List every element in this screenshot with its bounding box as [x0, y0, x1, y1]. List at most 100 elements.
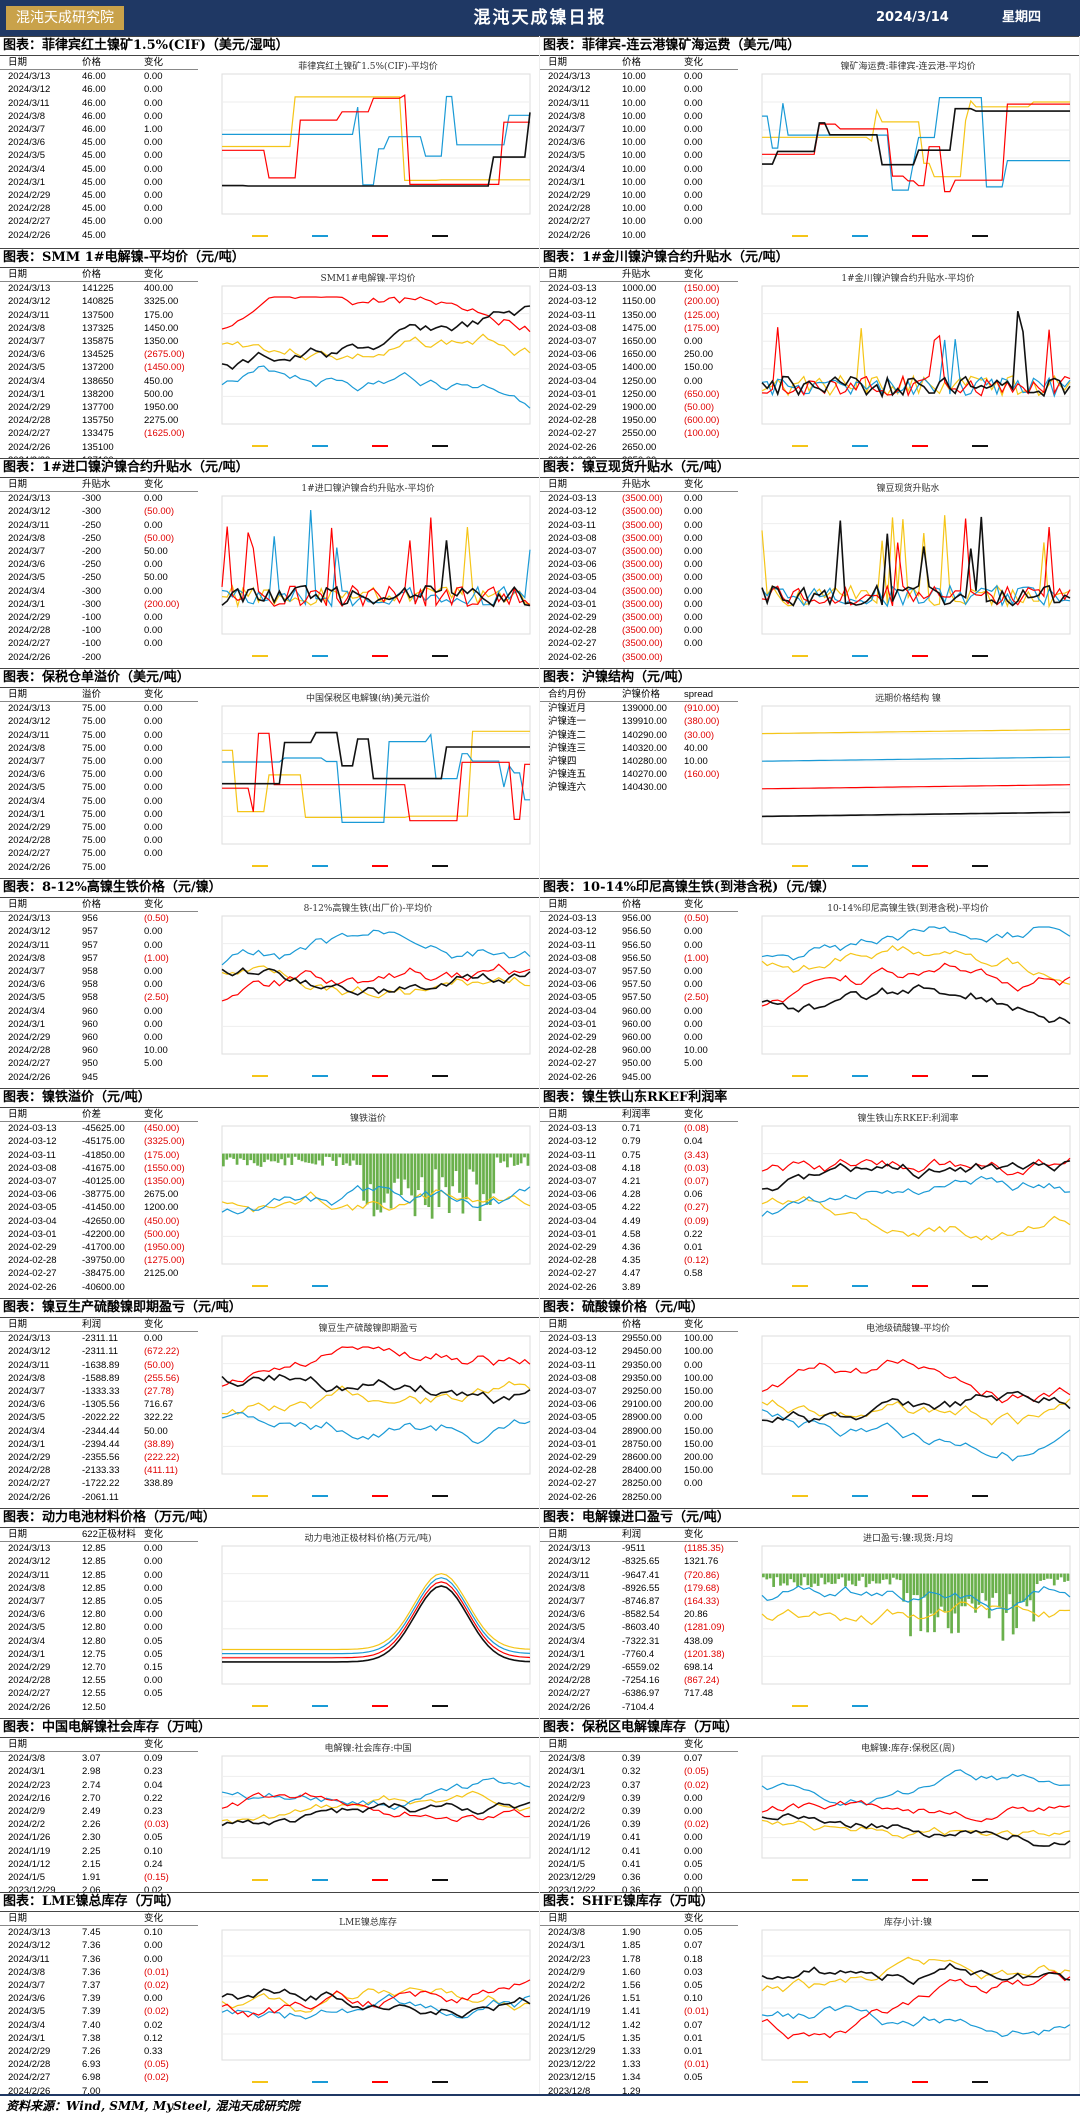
chart-bar	[857, 1573, 861, 1581]
table-cell: 2675.00	[144, 1189, 179, 1201]
table-cell: 2024/3/12	[8, 84, 51, 96]
table-row: 2024/3/13 7.45 0.10	[0, 1926, 198, 1940]
table-cell: 10.00	[622, 110, 646, 122]
chart-bar	[488, 1153, 492, 1206]
table-row: 2024-03-07 957.50 0.00	[540, 965, 738, 978]
table-cell: 2024/2/27	[8, 216, 51, 228]
section-panel: 图表：LME镍总库存（万吨） 日期 变化 2024/3/13 7.45 0.10 2024/…	[0, 1892, 540, 2094]
chart-series-line	[221, 1790, 531, 1824]
table-cell: 2024/2/27	[8, 428, 51, 440]
table-cell: 2024/2/28	[8, 1675, 51, 1687]
table-cell: 338.89	[144, 1478, 174, 1490]
table-cell: 12.55	[82, 1688, 106, 1700]
table-row: 2024/2/28 75.00 0.00	[0, 834, 198, 847]
table-row: 2024/2/28 10.00 0.00	[540, 202, 738, 215]
table-cell: 2024-03-13	[8, 1123, 57, 1135]
table-cell: 2024/3/4	[8, 1005, 45, 1017]
table-cell: 0.00	[144, 1556, 163, 1568]
table-cell: 0.22	[684, 1228, 703, 1240]
chart-bar	[981, 1573, 984, 1594]
table-cell: 150.00	[684, 1465, 714, 1477]
table-cell: 1250.00	[622, 375, 657, 387]
table-cell: 2024/3/11	[8, 519, 50, 531]
chart-title: 远期价格结构 镍	[875, 692, 941, 704]
table-cell: (1281.09)	[684, 1622, 725, 1634]
chart: 菲律宾红土镍矿1.5%(CIF)-平均价	[200, 58, 536, 244]
table-cell: 2024-03-07	[548, 336, 597, 348]
table-cell: 2024/3/4	[8, 795, 45, 807]
table-row: 2024/3/12 140825 3325.00	[0, 295, 198, 308]
table-cell: 2024/3/5	[548, 1622, 585, 1634]
chart-bar	[444, 1153, 448, 1188]
table-cell: 2024/2/26	[8, 441, 51, 453]
chart-bar	[1042, 1573, 1046, 1581]
table-row: 2024-03-11 956.50 0.00	[540, 939, 738, 952]
table-header: 价格	[80, 898, 142, 913]
section-title: 图表：动力电池材料价格（万元/吨）	[0, 1508, 539, 1528]
table-row: 2024/3/11 957 0.00	[0, 939, 198, 952]
chart-series-line	[221, 305, 531, 370]
table-cell: 1.90	[622, 1927, 641, 1939]
table-cell: 2024/3/4	[548, 163, 585, 175]
table-row: 2024-02-29 4.36 0.01	[540, 1241, 738, 1254]
table-row: 2024-03-12 0.79 0.04	[540, 1135, 738, 1148]
table-cell: 3.07	[82, 1753, 101, 1765]
table-cell: 2024/2/16	[8, 1792, 51, 1804]
chart-bar	[1004, 1573, 1008, 1613]
table-cell: 2024-03-01	[548, 388, 597, 400]
table-row: 2024-03-04 960.00 0.00	[540, 1005, 738, 1018]
table-cell: 150.00	[684, 1438, 714, 1450]
table-row: 2024-02-28 (3500.00) 0.00	[540, 624, 738, 637]
table-header: 价格	[620, 1318, 682, 1333]
table-cell: 960	[82, 1018, 98, 1030]
table-cell: 2024-03-01	[548, 1228, 597, 1240]
chart-bar	[905, 1573, 909, 1594]
table-cell: (3325.00)	[144, 1136, 185, 1148]
chart-bar	[844, 1573, 847, 1587]
chart-bar	[820, 1573, 823, 1578]
table-cell: 2024/3/1	[8, 1438, 45, 1450]
table-cell: (200.00)	[684, 296, 720, 308]
table-cell: -41700.00	[82, 1241, 125, 1253]
table-cell: 1000.00	[622, 283, 657, 295]
table-cell: 20.86	[684, 1609, 708, 1621]
table-row: 2024/3/6 958 0.00	[0, 978, 198, 991]
chart-title: 进口盈亏:镍:现货:月均	[863, 1532, 953, 1544]
table-cell: (0.03)	[684, 1162, 709, 1174]
chart-series-line	[762, 99, 1070, 178]
table-cell: 2024/3/13	[8, 71, 51, 83]
chart-bar	[803, 1573, 806, 1578]
table-row: 2024/3/8 3.07 0.09	[0, 1752, 198, 1766]
chart-bar	[242, 1153, 246, 1160]
table-cell: (0.01)	[684, 2006, 709, 2018]
table-cell: 2024/3/7	[8, 756, 45, 768]
table-row: 2024/2/27 133475 (1625.00)	[0, 427, 198, 440]
table-cell: (3500.00)	[622, 585, 663, 597]
chart-bar	[967, 1573, 971, 1599]
table-cell: 0.00	[144, 1333, 163, 1345]
table-row: 2024-03-13 956.00 (0.50)	[540, 912, 738, 926]
chart-bar	[482, 1153, 485, 1195]
table-cell: 2024/3/8	[8, 1372, 45, 1384]
table-cell: 0.00	[684, 375, 703, 387]
table-cell: 2024/3/1	[8, 2032, 45, 2044]
table-cell: 2024-02-28	[548, 1045, 597, 1057]
chart-bar	[352, 1153, 355, 1161]
table-row: 2024/2/16 2.70 0.22	[0, 1792, 198, 1805]
table-cell: 0.00	[144, 848, 163, 860]
table-cell: 28400.00	[622, 1465, 662, 1477]
table-row: 2024/1/19 2.25 0.10	[0, 1845, 198, 1858]
table-row: 2024-02-27 950.00 5.00	[540, 1057, 738, 1070]
table-header: 溢价	[80, 688, 142, 703]
table-cell: 100.00	[684, 1333, 714, 1345]
table-cell: 2024-03-06	[548, 979, 597, 991]
table-cell: 2024-03-04	[8, 1215, 57, 1227]
chart-bar	[936, 1573, 940, 1618]
table-row: 2024/3/1 960 0.00	[0, 1018, 198, 1031]
table-cell: (175.00)	[684, 322, 720, 334]
table-cell: 0.00	[684, 1031, 703, 1043]
chart-svg: 1#金川镍沪镍合约升贴水-平均价	[761, 272, 1071, 447]
table-cell: (1350.00)	[144, 1176, 185, 1188]
table-cell: 1.29	[622, 2085, 641, 2094]
table-cell: 45.00	[82, 203, 106, 215]
